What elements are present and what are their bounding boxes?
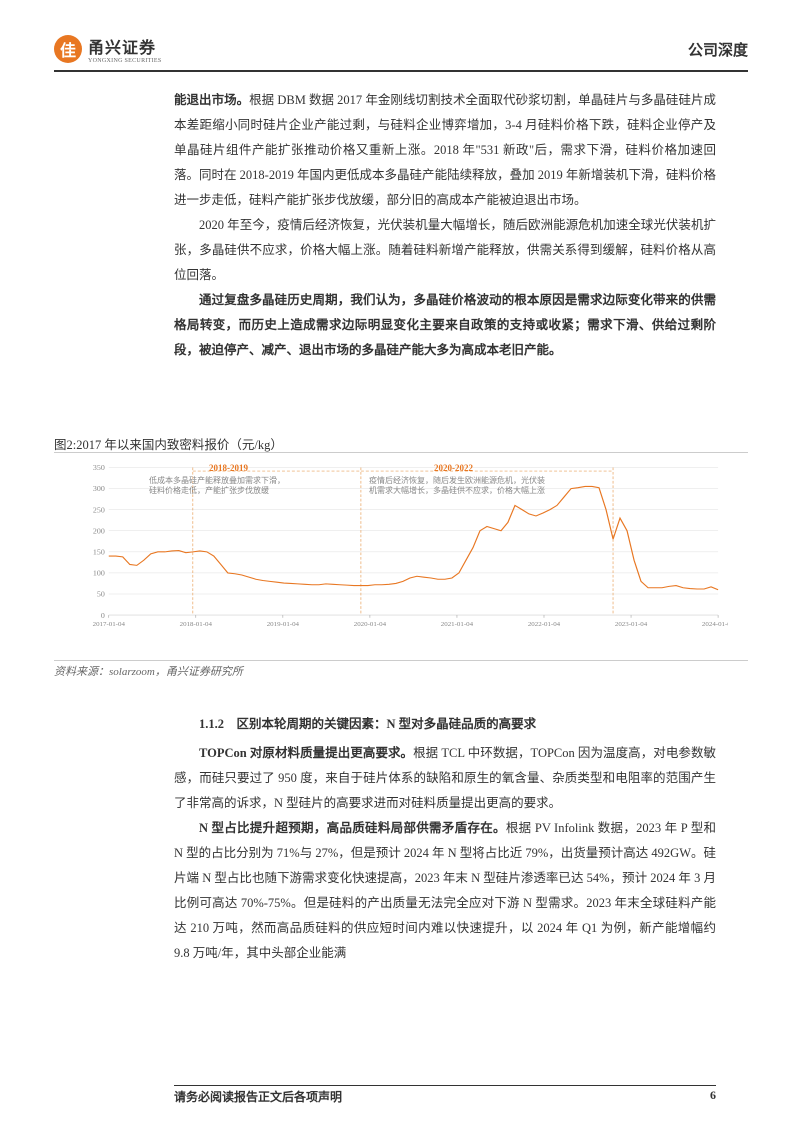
paragraph-4: TOPCon 对原材料质量提出更高要求。根据 TCL 中环数据，TOPCon 因… [174,741,716,816]
svg-text:150: 150 [93,548,105,557]
logo-icon: 佳 [54,35,82,63]
ann1-l1: 低成本多晶硅产能释放叠加需求下滑， [149,476,285,486]
svg-text:2017-01-04: 2017-01-04 [93,621,126,628]
chart-annotation-2: 疫情后经济恢复，随后发生欧洲能源危机，光伏装 机需求大幅增长，多晶硅供不应求，价… [369,476,545,497]
paragraph-2: 2020 年至今，疫情后经济恢复，光伏装机量大幅增长，随后欧洲能源危机加速全球光… [174,213,716,288]
svg-text:100: 100 [93,569,105,578]
svg-text:50: 50 [97,590,105,599]
chart-area: 0 50 100 150 200 250 300 350 2017-01-04 2018-01-0… [54,453,748,658]
svg-text:350: 350 [93,464,105,473]
svg-text:2019-01-04: 2019-01-04 [267,621,300,628]
svg-text:2018-01-04: 2018-01-04 [180,621,213,628]
ann2-l2: 机需求大幅增长，多晶硅供不应求，价格大幅上涨 [369,486,545,496]
svg-text:2021-01-04: 2021-01-04 [441,621,474,628]
chart-annotation-1: 低成本多晶硅产能释放叠加需求下滑， 硅料价格走低，产能扩张步伐放缓 [149,476,285,497]
logo-cn: 甬兴证券 [88,34,162,58]
svg-text:200: 200 [93,527,105,536]
paragraph-5: N 型占比提升超预期，高品质硅料局部供需矛盾存在。根据 PV Infolink … [174,816,716,966]
body-content: 能退出市场。根据 DBM 数据 2017 年金刚线切割技术全面取代砂浆切割，单晶… [174,88,716,363]
p5-lead: N 型占比提升超预期，高品质硅料局部供需矛盾存在。 [199,821,506,835]
svg-text:250: 250 [93,506,105,515]
svg-text:2022-01-04: 2022-01-04 [528,621,561,628]
ann2-l1: 疫情后经济恢复，随后发生欧洲能源危机，光伏装 [369,476,545,486]
logo-text: 甬兴证券 YONGXING SECURITIES [88,34,162,64]
period-label-1: 2018-2019 [209,463,248,473]
p4-lead: TOPCon 对原材料质量提出更高要求。 [199,746,413,760]
heading-num: 1.1.2 [199,717,224,731]
section-heading: 1.1.2 区别本轮周期的关键因素：N 型对多晶硅品质的高要求 [174,712,716,737]
svg-text:2023-01-04: 2023-01-04 [615,621,648,628]
svg-text:2020-01-04: 2020-01-04 [354,621,387,628]
period-label-2: 2020-2022 [434,463,473,473]
paragraph-1: 能退出市场。根据 DBM 数据 2017 年金刚线切割技术全面取代砂浆切割，单晶… [174,88,716,213]
p1-lead: 能退出市场。 [174,93,249,107]
paragraph-3: 通过复盘多晶硅历史周期，我们认为，多晶硅价格波动的根本原因是需求边际变化带来的供… [174,288,716,363]
page-footer: 请务必阅读报告正文后各项声明 6 [174,1085,716,1105]
ann1-l2: 硅料价格走低，产能扩张步伐放缓 [149,486,285,496]
footer-disclaimer: 请务必阅读报告正文后各项声明 [174,1088,342,1105]
logo-en: YONGXING SECURITIES [88,58,162,64]
page-header: 佳 甬兴证券 YONGXING SECURITIES 公司深度 [54,34,748,72]
chart-source: 资料来源：solarzoom，甬兴证券研究所 [54,660,748,679]
doc-category: 公司深度 [688,39,748,60]
svg-text:300: 300 [93,485,105,494]
logo-group: 佳 甬兴证券 YONGXING SECURITIES [54,34,162,64]
body-content-2: 1.1.2 区别本轮周期的关键因素：N 型对多晶硅品质的高要求 TOPCon 对… [174,694,716,966]
svg-text:0: 0 [101,611,105,620]
p1-rest: 根据 DBM 数据 2017 年金刚线切割技术全面取代砂浆切割，单晶硅片与多晶硅… [174,93,716,207]
chart-container: 0 50 100 150 200 250 300 350 2017-01-04 2018-01-0… [54,452,748,658]
heading-text: 区别本轮周期的关键因素：N 型对多晶硅品质的高要求 [237,717,537,731]
page-number: 6 [710,1088,716,1105]
p5-rest: 根据 PV Infolink 数据，2023 年 P 型和 N 型的占比分别为 … [174,821,716,960]
svg-text:2024-01-04: 2024-01-04 [702,621,728,628]
chart-title: 图2:2017 年以来国内致密料报价（元/kg） [54,434,283,453]
